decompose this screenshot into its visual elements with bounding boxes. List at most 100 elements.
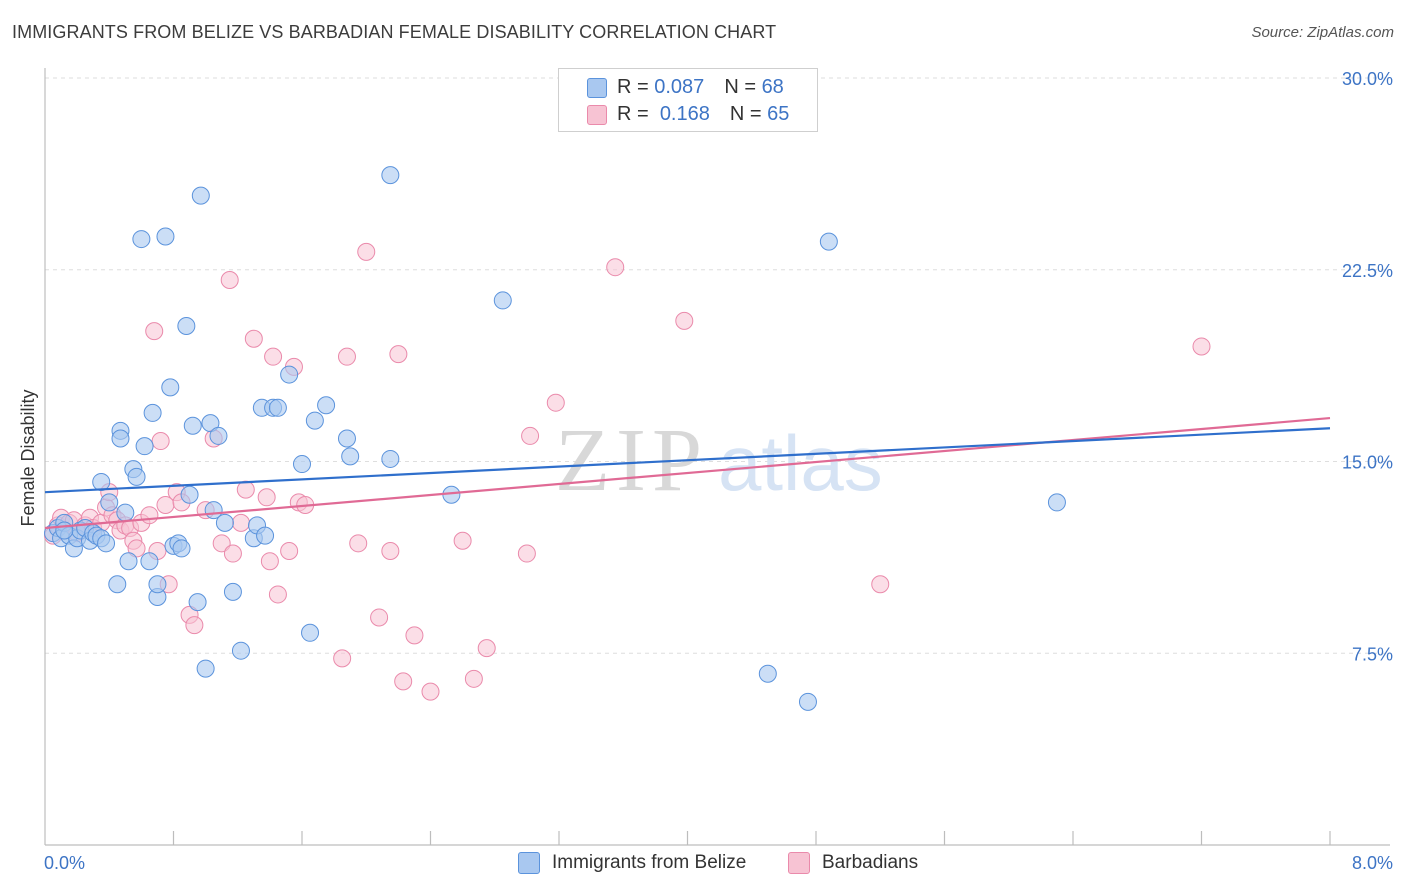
- point-barbadians: [145, 322, 164, 341]
- y-tick-label: 22.5%: [1342, 261, 1393, 281]
- point-immigrants-from-belize: [177, 316, 196, 335]
- point-immigrants-from-belize: [280, 365, 299, 384]
- point-barbadians: [546, 393, 565, 412]
- y-axis-label: Female Disability: [18, 389, 38, 526]
- point-immigrants-from-belize: [1047, 493, 1066, 512]
- trend-lines: [44, 416, 1331, 530]
- y-tick-label: 30.0%: [1342, 69, 1393, 89]
- point-barbadians: [264, 347, 283, 366]
- bottom-legend-swatch-blue: [518, 852, 540, 874]
- point-immigrants-from-belize: [215, 513, 234, 532]
- point-barbadians: [220, 270, 239, 289]
- point-barbadians: [151, 432, 170, 451]
- point-immigrants-from-belize: [132, 230, 151, 249]
- point-barbadians: [453, 531, 472, 550]
- legend-n-value-barbadians: 65: [767, 103, 790, 125]
- gridlines: [45, 77, 1390, 654]
- chart-title: IMMIGRANTS FROM BELIZE VS BARBADIAN FEMA…: [12, 22, 777, 42]
- point-immigrants-from-belize: [140, 552, 159, 571]
- point-barbadians: [1192, 337, 1211, 356]
- point-immigrants-from-belize: [819, 232, 838, 251]
- point-immigrants-from-belize: [143, 403, 162, 422]
- legend-r-value-belize: 0.087: [654, 76, 705, 98]
- legend-row-barbadians: R = 0.168 N = 65: [587, 103, 789, 126]
- trend-line-barbadians: [44, 416, 1331, 530]
- trend-line-immigrants-from-belize: [44, 427, 1331, 494]
- source-label: Source: ZipAtlas.com: [1251, 24, 1394, 41]
- point-barbadians: [517, 544, 536, 563]
- point-barbadians: [477, 639, 496, 658]
- point-barbadians: [127, 539, 146, 558]
- point-immigrants-from-belize: [172, 539, 191, 558]
- point-barbadians: [244, 329, 263, 348]
- legend-n-label: N =: [729, 103, 762, 125]
- point-immigrants-from-belize: [381, 449, 400, 468]
- point-immigrants-from-belize: [55, 521, 74, 540]
- point-barbadians: [675, 311, 694, 330]
- legend-r-label: R =: [617, 76, 649, 98]
- point-barbadians: [337, 347, 356, 366]
- legend-swatch-blue: [587, 77, 607, 98]
- point-barbadians: [223, 544, 242, 563]
- point-barbadians: [357, 242, 376, 261]
- point-immigrants-from-belize: [191, 186, 210, 205]
- point-immigrants-from-belize: [209, 426, 228, 445]
- point-barbadians: [257, 488, 276, 507]
- y-tick-label: 15.0%: [1342, 453, 1393, 473]
- point-immigrants-from-belize: [305, 411, 324, 430]
- point-barbadians: [260, 552, 279, 571]
- point-immigrants-from-belize: [317, 396, 336, 415]
- point-immigrants-from-belize: [231, 641, 250, 660]
- point-immigrants-from-belize: [148, 575, 167, 594]
- point-barbadians: [231, 513, 250, 532]
- x-tick-label: 0.0%: [44, 853, 85, 873]
- point-immigrants-from-belize: [798, 692, 817, 711]
- tick-labels: 7.5% 15.0% 22.5% 30.0% 0.0% 8.0%: [44, 69, 1393, 873]
- point-immigrants-from-belize: [135, 437, 154, 456]
- bottom-legend-barbadians: Barbadians: [788, 852, 918, 874]
- bottom-legend-label-barbadians: Barbadians: [822, 852, 919, 873]
- correlation-legend: R = 0.087 N = 68 R = 0.168 N = 65: [558, 68, 818, 132]
- point-immigrants-from-belize: [97, 534, 116, 553]
- point-barbadians: [606, 258, 625, 277]
- axes: [44, 68, 1390, 846]
- point-immigrants-from-belize: [119, 552, 138, 571]
- point-immigrants-from-belize: [381, 166, 400, 185]
- point-barbadians: [236, 480, 255, 499]
- point-immigrants-from-belize: [156, 227, 175, 246]
- point-immigrants-from-belize: [758, 664, 777, 683]
- point-immigrants-from-belize: [188, 593, 207, 612]
- legend-r-label: R =: [617, 103, 649, 125]
- point-immigrants-from-belize: [341, 447, 360, 466]
- point-immigrants-from-belize: [196, 659, 215, 678]
- point-barbadians: [185, 616, 204, 635]
- legend-r-value-barbadians: 0.168: [659, 103, 710, 125]
- point-immigrants-from-belize: [183, 416, 202, 435]
- legend-n-value-belize: 68: [761, 76, 784, 98]
- x-tick-label: 8.0%: [1352, 853, 1393, 873]
- point-immigrants-from-belize: [92, 472, 111, 491]
- point-barbadians: [349, 534, 368, 553]
- bottom-legend-swatch-pink: [788, 852, 810, 874]
- point-immigrants-from-belize: [256, 526, 275, 545]
- point-immigrants-from-belize: [301, 623, 320, 642]
- point-immigrants-from-belize: [293, 455, 311, 474]
- point-barbadians: [871, 575, 890, 594]
- point-barbadians: [394, 672, 413, 691]
- bottom-legend-label-belize: Immigrants from Belize: [552, 852, 747, 873]
- point-immigrants-from-belize: [111, 429, 130, 448]
- point-immigrants-from-belize: [201, 414, 220, 433]
- legend-n-label: N =: [724, 76, 756, 98]
- point-immigrants-from-belize: [493, 291, 512, 310]
- point-barbadians: [464, 669, 483, 688]
- point-barbadians: [140, 506, 159, 525]
- point-barbadians: [405, 626, 424, 645]
- point-immigrants-from-belize: [180, 485, 199, 504]
- point-barbadians: [280, 541, 299, 560]
- point-immigrants-from-belize: [223, 582, 242, 601]
- point-barbadians: [268, 585, 287, 604]
- y-tick-label: 7.5%: [1352, 644, 1393, 664]
- point-barbadians: [212, 534, 231, 553]
- point-immigrants-from-belize: [108, 575, 127, 594]
